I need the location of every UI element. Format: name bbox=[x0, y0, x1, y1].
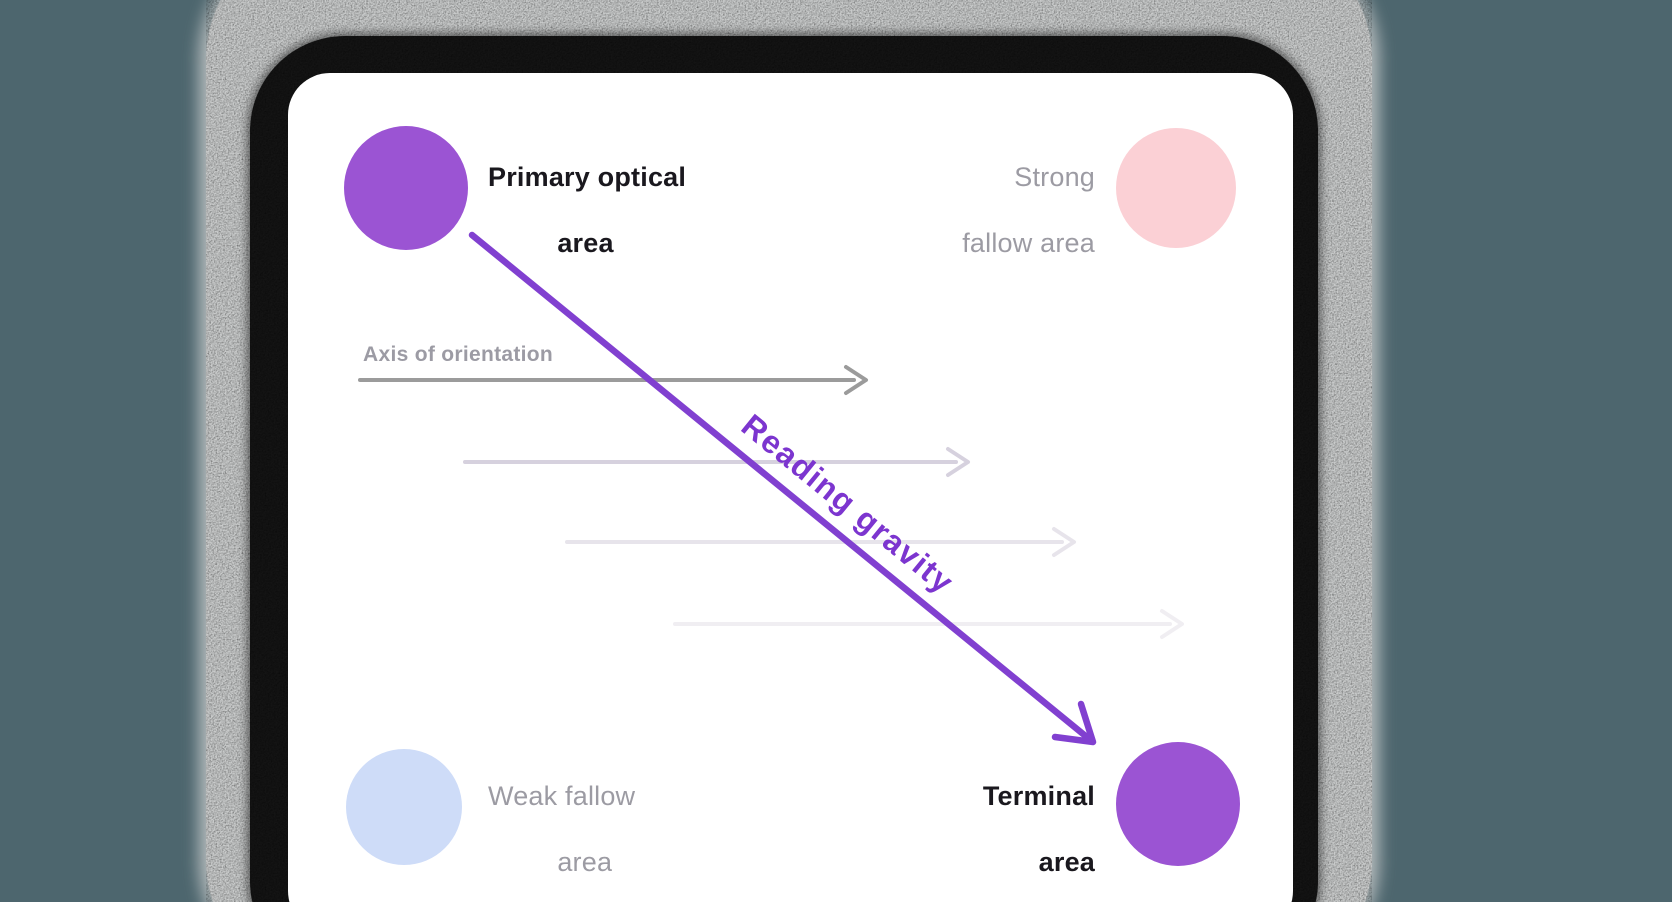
strong-fallow-label: Strong fallow area bbox=[962, 162, 1095, 258]
terminal-circle bbox=[1116, 742, 1240, 866]
diagram-card: Reading gravity Primary optical area Str… bbox=[288, 73, 1293, 902]
weak-fallow-label: Weak fallow area bbox=[488, 781, 636, 877]
axis-arrow-3 bbox=[565, 527, 1076, 557]
axis-arrow-2 bbox=[463, 447, 970, 477]
weak-fallow-circle bbox=[346, 749, 462, 865]
strong-fallow-circle bbox=[1116, 128, 1236, 248]
reading-gravity-label: Reading gravity bbox=[735, 407, 961, 601]
gutenberg-diagram: Reading gravity bbox=[344, 126, 1240, 866]
axis-arrow-4 bbox=[673, 609, 1184, 639]
terminal-area-label: Terminal area bbox=[982, 781, 1095, 877]
primary-optical-circle bbox=[344, 126, 468, 250]
axis-of-orientation-label: Axis of orientation bbox=[363, 343, 554, 366]
axis-arrow-1 bbox=[358, 365, 868, 395]
primary-optical-label: Primary optical area bbox=[488, 162, 687, 258]
reading-gravity-arrow bbox=[468, 231, 1097, 746]
